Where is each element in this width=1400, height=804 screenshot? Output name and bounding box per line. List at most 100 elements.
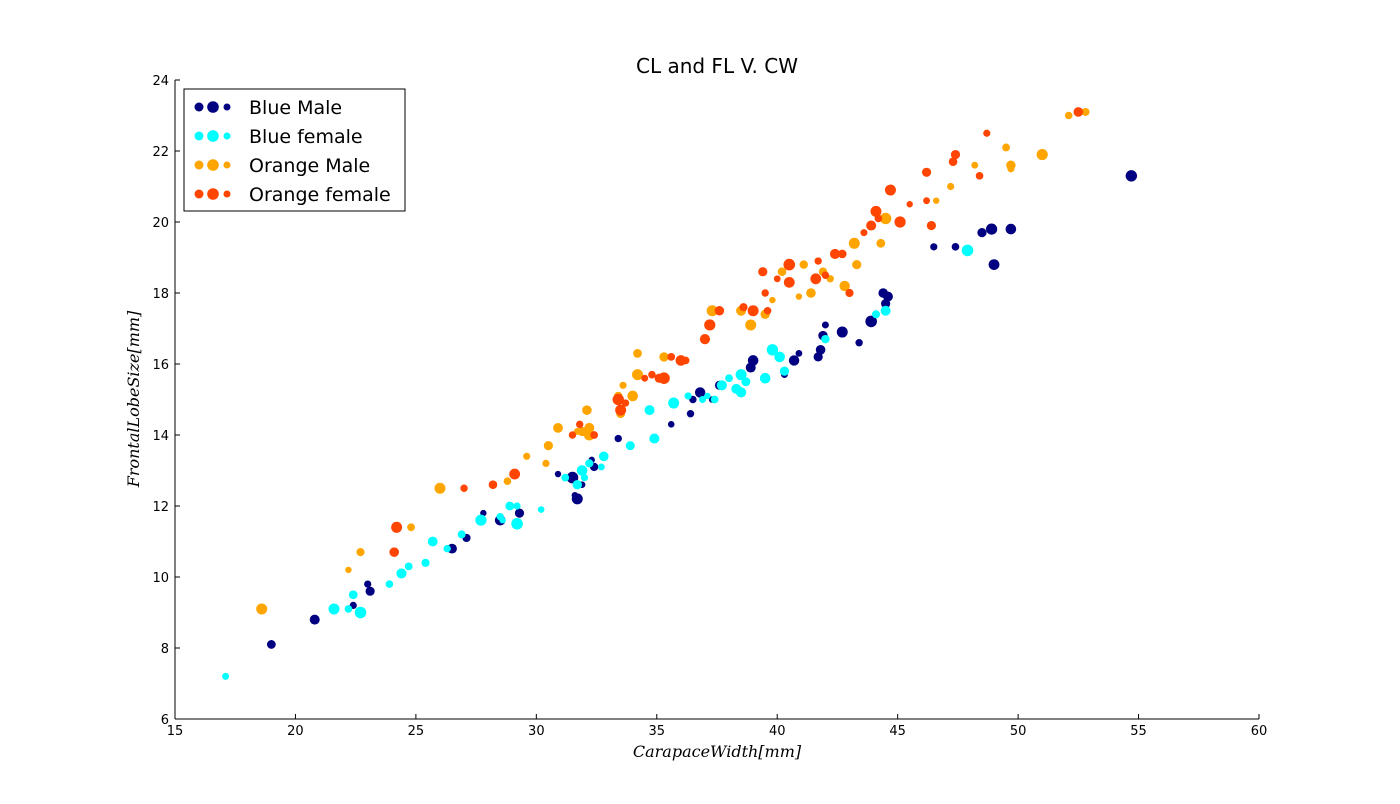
data-point xyxy=(788,355,800,366)
data-point xyxy=(706,305,718,317)
data-point xyxy=(977,228,987,238)
legend-marker xyxy=(223,190,231,198)
data-point xyxy=(795,293,803,300)
data-point xyxy=(961,244,974,257)
data-point xyxy=(947,182,955,191)
data-point xyxy=(222,672,230,680)
data-point xyxy=(1002,143,1010,152)
data-point xyxy=(1005,223,1017,235)
data-point xyxy=(389,547,400,557)
data-point xyxy=(580,474,589,482)
data-point xyxy=(256,603,268,615)
data-point xyxy=(668,397,680,409)
data-point xyxy=(883,291,893,302)
y-tick-label: 20 xyxy=(152,216,169,231)
data-point xyxy=(848,237,860,249)
legend-label: Orange female xyxy=(249,184,391,206)
data-point xyxy=(1073,107,1084,117)
data-point xyxy=(852,260,862,270)
data-point xyxy=(948,157,958,166)
data-point xyxy=(739,303,748,312)
x-tick-label: 35 xyxy=(649,724,666,739)
y-ticks: 6 8 10 12 14 16 18 20 22 24 xyxy=(152,74,180,728)
data-point xyxy=(866,220,877,231)
y-tick-label: 16 xyxy=(152,358,169,373)
data-point xyxy=(845,288,854,298)
x-tick-label: 25 xyxy=(408,724,425,739)
legend-marker xyxy=(223,103,231,111)
data-point xyxy=(1125,170,1138,182)
data-point xyxy=(585,459,594,468)
data-point xyxy=(865,315,877,328)
data-point xyxy=(735,369,747,381)
data-point xyxy=(514,508,525,518)
data-point xyxy=(821,334,830,344)
data-point xyxy=(950,149,961,160)
data-point xyxy=(983,129,991,137)
data-point xyxy=(745,319,757,331)
data-point xyxy=(686,410,695,418)
data-point xyxy=(783,276,795,288)
data-point xyxy=(1081,107,1090,116)
chart-title: CL and FL V. CW xyxy=(636,54,798,78)
data-point xyxy=(644,405,655,416)
axes: 15 20 25 30 35 40 45 50 55 60 6 8 10 12 14 16 18 20 22 24 xyxy=(152,74,1267,739)
data-point xyxy=(951,243,960,251)
data-point xyxy=(874,214,883,223)
data-point xyxy=(407,523,415,532)
data-point xyxy=(576,465,588,476)
legend-label: Orange Male xyxy=(249,155,370,177)
data-point xyxy=(266,640,276,649)
data-point xyxy=(741,377,751,387)
y-tick-label: 22 xyxy=(152,145,169,160)
data-point xyxy=(795,349,803,357)
data-point xyxy=(821,271,830,279)
data-point xyxy=(345,566,352,574)
data-point xyxy=(598,451,609,462)
data-point xyxy=(747,305,759,317)
series-4 xyxy=(389,107,1084,557)
data-point xyxy=(633,348,642,358)
data-point xyxy=(986,223,998,235)
data-point xyxy=(716,380,727,391)
y-axis-label: FrontalLobeSize[mm] xyxy=(124,310,143,488)
data-point xyxy=(614,434,622,443)
data-point xyxy=(710,395,719,404)
data-point xyxy=(475,514,487,526)
data-point xyxy=(870,205,882,217)
legend-marker xyxy=(207,130,219,142)
y-tick-label: 24 xyxy=(152,74,169,89)
x-tick-label: 50 xyxy=(1010,724,1027,739)
legend-box xyxy=(183,88,406,212)
legend-items: Blue Male Blue female Orange Male Orange fe… xyxy=(194,97,391,206)
data-point xyxy=(571,493,583,505)
x-ticks: 15 20 25 30 35 40 45 50 55 60 xyxy=(167,714,1268,739)
data-point xyxy=(523,452,531,460)
data-point xyxy=(763,306,772,315)
data-point xyxy=(649,433,660,444)
x-tick-label: 60 xyxy=(1251,724,1268,739)
data-point xyxy=(328,603,340,615)
data-point xyxy=(837,249,847,259)
data-point xyxy=(777,267,787,277)
data-point xyxy=(615,404,627,416)
data-point xyxy=(561,473,570,482)
data-point xyxy=(806,288,816,298)
data-point xyxy=(658,372,670,385)
data-point xyxy=(860,229,868,237)
y-tick-label: 10 xyxy=(152,571,169,586)
data-point xyxy=(923,197,930,205)
data-point xyxy=(684,392,692,400)
data-point xyxy=(1006,160,1016,170)
y-tick-label: 14 xyxy=(152,429,169,444)
x-axis-label: CarapaceWidth[mm] xyxy=(633,742,802,761)
data-point xyxy=(884,184,896,196)
data-point xyxy=(612,393,624,406)
data-point xyxy=(894,216,906,228)
data-point xyxy=(443,544,451,553)
x-tick-label: 20 xyxy=(287,724,304,739)
legend-label: Blue female xyxy=(249,126,363,148)
data-point xyxy=(648,370,656,379)
data-point xyxy=(829,248,841,260)
